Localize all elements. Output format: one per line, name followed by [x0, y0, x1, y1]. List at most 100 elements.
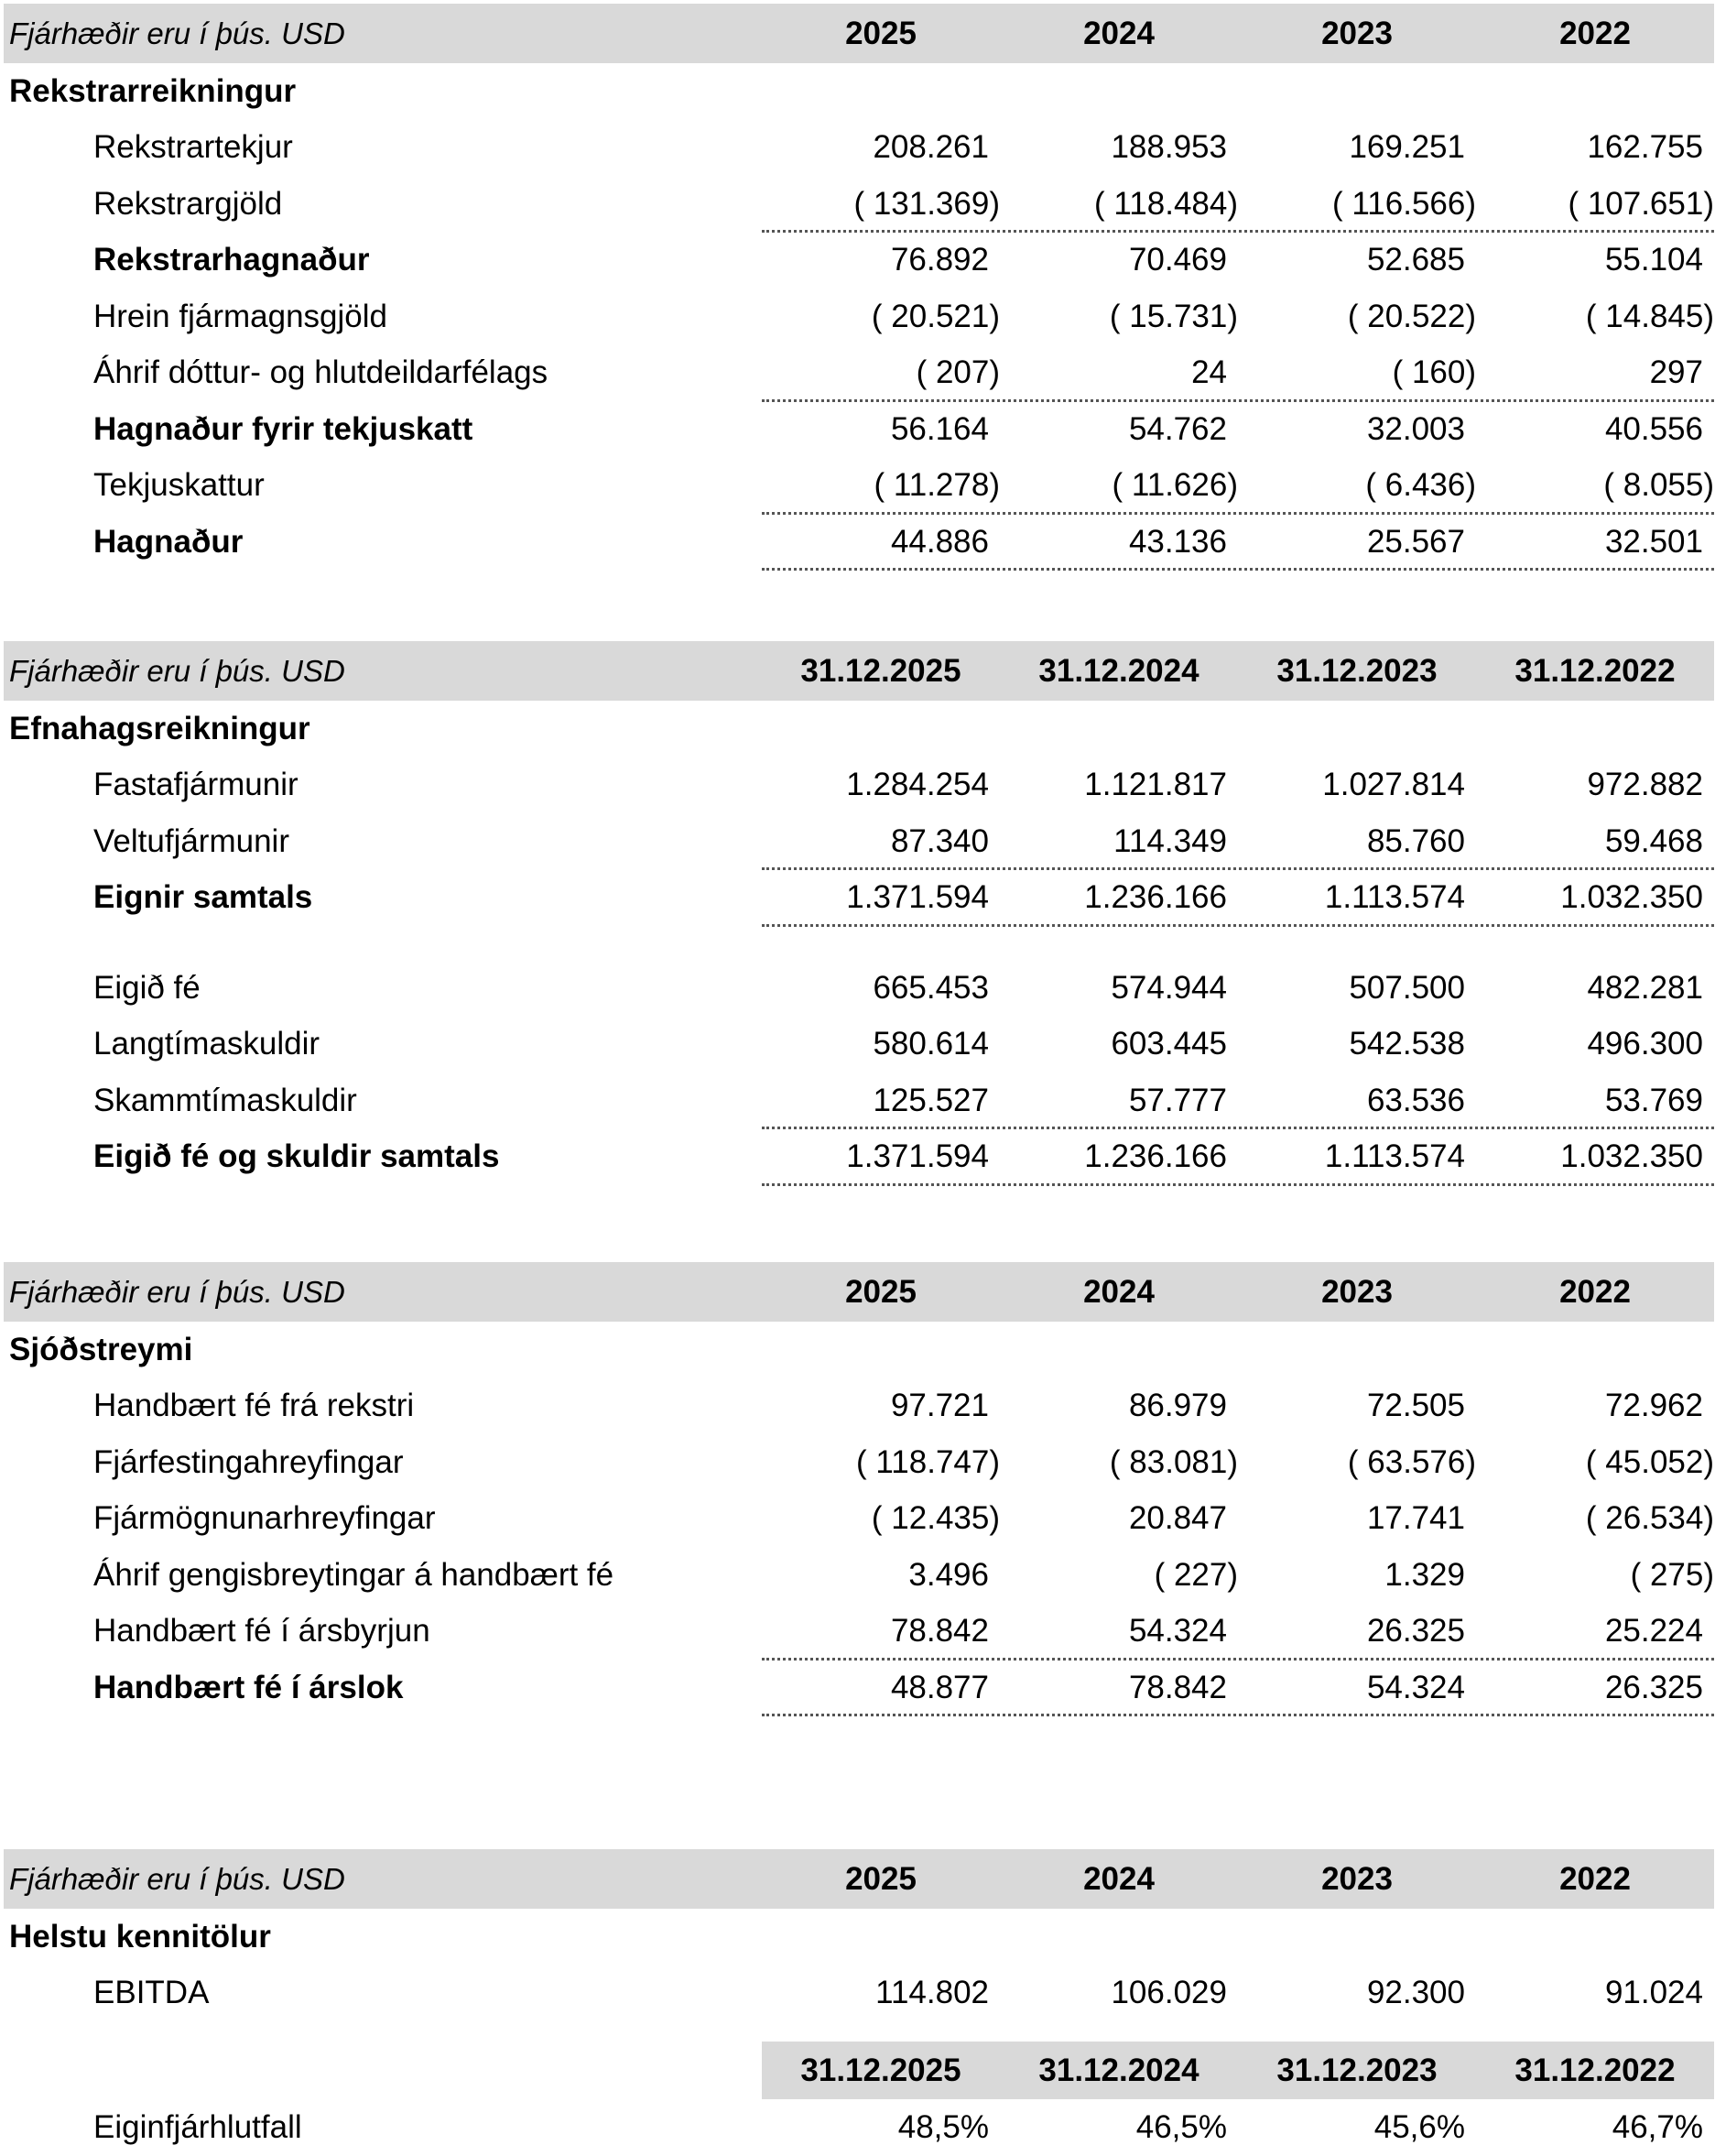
cell-value: 665.453 — [873, 969, 989, 1006]
unit-label: Fjárhæðir eru í þús. USD — [9, 653, 345, 688]
cell-value: ( 118.484) — [1094, 185, 1238, 222]
section-header: Fjárhæðir eru í þús. USD 2025 2024 2023 2022 — [4, 1849, 1714, 1909]
cell-value: 114.802 — [875, 1975, 989, 2011]
section-title-text: Efnahagsreikningur — [9, 710, 310, 746]
cell-value: ( 45.052) — [1585, 1443, 1714, 1480]
cell-value: 208.261 — [873, 129, 989, 166]
key-ratios-section: Fjárhæðir eru í þús. USD 2025 2024 2023 2022… — [0, 1849, 1715, 2145]
row-label: Eigið fé — [93, 969, 201, 1006]
cell-value: 87.340 — [890, 822, 989, 859]
income-statement-section: Fjárhæðir eru í þús. USD 2025 2024 2023 2022… — [0, 4, 1715, 571]
underline-divider — [762, 398, 1714, 402]
row-label: Fjárfestingahreyfingar — [93, 1443, 404, 1480]
cell-value: 20.847 — [1128, 1500, 1227, 1537]
section-title: Rekstrarreikningur — [0, 63, 1715, 120]
unit-label: Fjárhæðir eru í þús. USD — [9, 1274, 345, 1309]
cell-value: 25.224 — [1604, 1613, 1703, 1650]
cell-value: 162.755 — [1587, 129, 1703, 166]
cell-value: 85.760 — [1366, 822, 1465, 859]
cell-value: ( 116.566) — [1332, 185, 1476, 222]
row-label: Hagnaður — [93, 523, 244, 560]
cell-value: 3.496 — [908, 1556, 989, 1593]
cell-value: 106.029 — [1111, 1975, 1227, 2011]
cell-value: ( 83.081) — [1109, 1443, 1238, 1480]
cell-value: ( 107.651) — [1568, 185, 1714, 222]
column-header: 2022 — [1559, 1273, 1631, 1310]
cell-value: ( 11.626) — [1112, 467, 1239, 504]
underline-divider — [762, 1657, 1714, 1661]
cell-value: 1.236.166 — [1084, 879, 1227, 916]
row-label: Rekstrarhagnaður — [93, 242, 370, 278]
cell-value: 1.121.817 — [1084, 767, 1227, 803]
cell-value: 1.032.350 — [1560, 879, 1703, 916]
cell-value: 32.003 — [1366, 410, 1465, 447]
cell-value: 70.469 — [1128, 242, 1227, 278]
cell-value: 97.721 — [890, 1388, 989, 1424]
cell-value: 54.762 — [1128, 410, 1227, 447]
table-row: Fastafjármunir 1.284.254 1.121.817 1.027.81… — [0, 757, 1715, 814]
cell-value: ( 6.436) — [1365, 467, 1476, 504]
row-label: Rekstrartekjur — [93, 129, 293, 166]
cell-value: ( 15.731) — [1109, 298, 1238, 334]
row-label: EBITDA — [93, 1975, 210, 2011]
cash-flow-section: Fjárhæðir eru í þús. USD 2025 2024 2023 2022… — [0, 1262, 1715, 1716]
column-header: 2022 — [1559, 1860, 1631, 1897]
cell-value: 1.113.574 — [1324, 879, 1465, 916]
row-label: Fastafjármunir — [93, 767, 298, 803]
cell-value: 297 — [1649, 354, 1703, 391]
cell-value: 24 — [1191, 354, 1227, 391]
cell-value: 43.136 — [1128, 523, 1227, 560]
cell-value: 972.882 — [1587, 767, 1703, 803]
cell-value: ( 131.369) — [853, 185, 1000, 222]
cell-value: 1.113.574 — [1324, 1138, 1465, 1175]
table-row: Áhrif dóttur- og hlutdeildarfélags ( 207)… — [0, 345, 1715, 402]
cell-value: 91.024 — [1604, 1975, 1703, 2011]
cell-value: 188.953 — [1111, 129, 1227, 166]
cell-value: ( 20.521) — [871, 298, 1000, 334]
cell-value: 125.527 — [873, 1082, 989, 1118]
column-header: 2023 — [1321, 15, 1393, 51]
column-header: 31.12.2023 — [1276, 2052, 1438, 2088]
cell-value: 55.104 — [1604, 242, 1703, 278]
cell-value: 46,7% — [1612, 2108, 1703, 2145]
underline-divider — [762, 1714, 1714, 1716]
table-row: Hrein fjármagnsgjöld ( 20.521) ( 15.731) ( … — [0, 289, 1715, 345]
table-row: Rekstrartekjur 208.261 188.953 169.251 162.7… — [0, 120, 1715, 177]
column-header: 31.12.2024 — [1038, 2052, 1199, 2088]
section-header: Fjárhæðir eru í þús. USD 31.12.2025 31.12.… — [4, 641, 1714, 701]
cell-value: 574.944 — [1111, 969, 1227, 1006]
row-label: Eignir samtals — [93, 879, 313, 916]
section-title: Helstu kennitölur — [0, 1909, 1715, 1965]
cell-value: 1.236.166 — [1084, 1138, 1227, 1175]
cell-value: 1.371.594 — [846, 1138, 989, 1175]
cell-value: 507.500 — [1349, 969, 1465, 1006]
cell-value: 76.892 — [890, 242, 989, 278]
cell-value: 86.979 — [1128, 1388, 1227, 1424]
cell-value: 72.505 — [1366, 1388, 1465, 1424]
column-header: 2025 — [845, 1273, 917, 1310]
cell-value: ( 63.576) — [1347, 1443, 1476, 1480]
section-title: Sjóðstreymi — [0, 1322, 1715, 1378]
row-label: Rekstrargjöld — [93, 185, 283, 222]
column-header: 2025 — [845, 15, 917, 51]
cell-value: ( 207) — [916, 354, 1000, 391]
row-label: Fjármögnunarhreyfingar — [93, 1500, 436, 1537]
unit-label: Fjárhæðir eru í þús. USD — [9, 16, 345, 50]
cell-value: 1.329 — [1384, 1556, 1465, 1593]
table-row: Áhrif gengisbreytingar á handbært fé 3.49… — [0, 1547, 1715, 1604]
row-label: Skammtímaskuldir — [93, 1082, 357, 1118]
cell-value: 59.468 — [1604, 822, 1703, 859]
underline-divider — [762, 1182, 1714, 1186]
cell-value: ( 12.435) — [871, 1500, 1000, 1537]
cell-value: 53.769 — [1604, 1082, 1703, 1118]
cell-value: 78.842 — [1128, 1669, 1227, 1705]
underline-divider — [762, 1127, 1714, 1129]
table-row: Handbært fé í ársbyrjun 78.842 54.324 26.32… — [0, 1604, 1715, 1661]
underline-divider — [762, 230, 1714, 233]
table-row: Handbært fé frá rekstri 97.721 86.979 72.50… — [0, 1378, 1715, 1435]
row-label: Tekjuskattur — [93, 467, 265, 504]
table-row: Eigið fé 665.453 574.944 507.500 482.281 — [0, 960, 1715, 1017]
row-label: Handbært fé í ársbyrjun — [93, 1613, 430, 1650]
column-header: 2024 — [1083, 1273, 1155, 1310]
table-row: Fjármögnunarhreyfingar ( 12.435) 20.847 17.… — [0, 1491, 1715, 1548]
